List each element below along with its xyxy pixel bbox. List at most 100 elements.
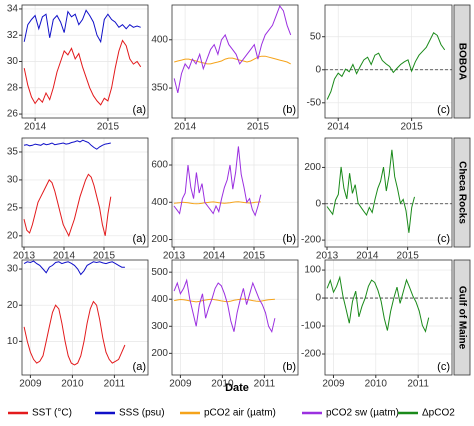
y-tick-label: -100 — [301, 321, 321, 332]
y-tick-label: 0 — [315, 293, 321, 304]
x-tick-label: 2009 — [19, 379, 42, 390]
y-tick-label: 26 — [7, 109, 19, 120]
y-tick-label: 35 — [7, 147, 19, 158]
x-tick-label: 2010 — [365, 379, 388, 390]
panel-label: (b) — [283, 104, 296, 116]
facet-label: Checa Rocks — [456, 161, 467, 224]
data-line — [326, 275, 430, 333]
data-line — [173, 201, 261, 205]
facet-strip — [453, 137, 471, 248]
x-tick-label: 2013 — [163, 251, 186, 262]
legend-label: SST (°C) — [32, 408, 72, 419]
panel-label: (c) — [437, 233, 450, 245]
x-tick-label: 2011 — [407, 379, 429, 390]
y-tick-label: 32 — [7, 30, 19, 41]
x-tick-label: 2013 — [13, 251, 36, 262]
facet-label: Gulf of Maine — [456, 286, 467, 350]
y-tick-label: 200 — [304, 162, 321, 173]
data-line — [326, 149, 415, 233]
data-line — [23, 260, 125, 276]
y-tick-label: 20 — [7, 300, 19, 311]
x-tick-label: 2011 — [104, 379, 126, 390]
panel-label: (a) — [133, 104, 146, 116]
data-line — [23, 173, 112, 238]
y-tick-label: 34 — [7, 4, 19, 15]
panel-label: (a) — [133, 361, 146, 373]
x-tick-label: 2015 — [243, 251, 266, 262]
y-tick-label: 300 — [151, 321, 168, 332]
y-tick-label: -200 — [301, 235, 321, 246]
legend-label: ΔpCO2 — [422, 408, 455, 419]
panel-border — [21, 259, 149, 376]
x-tick-label: 2014 — [356, 251, 379, 262]
data-line — [23, 300, 126, 366]
data-line — [23, 9, 141, 44]
panel-background — [22, 138, 148, 247]
x-tick-label: 2010 — [211, 379, 234, 390]
facet-label: BOBOA — [456, 43, 467, 80]
panel-background — [325, 260, 452, 375]
data-line — [174, 298, 275, 303]
facet-strip — [453, 259, 471, 376]
y-tick-label: 100 — [304, 265, 321, 276]
y-tick-label: 28 — [7, 82, 19, 93]
data-line — [173, 146, 262, 217]
x-tick-label: 2015 — [400, 122, 423, 133]
panel-label: (a) — [133, 233, 146, 245]
y-tick-label: 50 — [310, 31, 322, 42]
data-line — [23, 39, 142, 106]
x-tick-label: 2011 — [254, 379, 276, 390]
x-tick-label: 2009 — [322, 379, 345, 390]
panel-label: (c) — [437, 361, 450, 373]
y-tick-label: 200 — [151, 348, 168, 359]
panel-background — [325, 138, 452, 247]
panel-border — [21, 137, 149, 248]
panel-border — [171, 137, 299, 248]
panel-border — [171, 259, 299, 376]
data-line — [326, 32, 446, 100]
panel-border — [324, 259, 453, 376]
panel-background — [325, 5, 452, 118]
legend-label: pCO2 sw (µatm) — [326, 408, 399, 419]
x-tick-label: 2015 — [97, 122, 120, 133]
x-tick-label: 2014 — [203, 251, 226, 262]
y-tick-label: 600 — [151, 160, 168, 171]
y-tick-label: 400 — [151, 294, 168, 305]
x-tick-label: 2013 — [316, 251, 339, 262]
y-tick-label: 30 — [7, 264, 19, 275]
x-axis-label: Date — [225, 382, 249, 394]
x-tick-label: 2015 — [93, 251, 116, 262]
x-tick-label: 2015 — [397, 251, 420, 262]
x-tick-label: 2014 — [24, 122, 47, 133]
legend-label: SSS (psu) — [119, 408, 165, 419]
x-tick-label: 2014 — [174, 122, 197, 133]
y-tick-label: 350 — [151, 83, 168, 94]
y-tick-label: 0 — [315, 198, 321, 209]
panel-background — [172, 5, 298, 118]
x-tick-label: 2015 — [247, 122, 270, 133]
data-line — [23, 139, 111, 150]
y-tick-label: 0 — [315, 64, 321, 75]
y-tick-label: 500 — [151, 267, 168, 278]
panel-label: (b) — [283, 233, 296, 245]
x-tick-label: 2009 — [169, 379, 192, 390]
panel-border — [21, 4, 149, 119]
panel-label: (c) — [437, 104, 450, 116]
panel-border — [171, 4, 299, 119]
y-tick-label: 30 — [7, 56, 19, 67]
y-tick-label: 25 — [7, 203, 19, 214]
panel-border — [324, 137, 453, 248]
y-tick-label: 400 — [151, 197, 168, 208]
panel-border — [324, 4, 453, 119]
panel-background — [22, 260, 148, 375]
y-tick-label: 200 — [151, 234, 168, 245]
data-line — [173, 4, 292, 94]
x-tick-label: 2014 — [327, 122, 350, 133]
y-tick-label: -50 — [307, 97, 322, 108]
x-tick-label: 2014 — [53, 251, 76, 262]
panel-background — [172, 138, 298, 247]
panel-background — [172, 260, 298, 375]
panel-label: (b) — [283, 361, 296, 373]
y-tick-label: 30 — [7, 175, 19, 186]
